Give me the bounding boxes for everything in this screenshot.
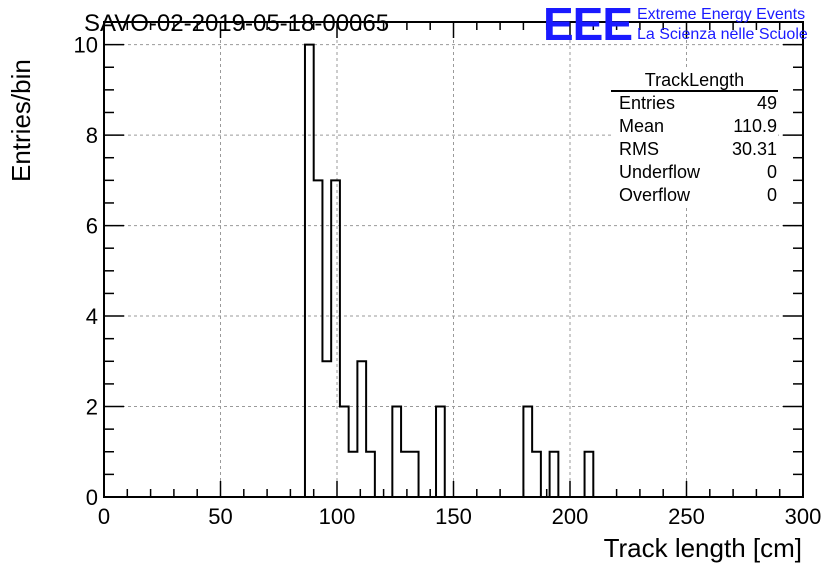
axes xyxy=(103,21,804,498)
x-axis-label: Track length [cm] xyxy=(603,533,802,563)
eee-logo: EEE xyxy=(543,0,633,50)
histogram-bin xyxy=(532,452,541,497)
x-tick-label: 50 xyxy=(208,504,232,529)
chart-title: SAVO-02-2019-05-18-00065 xyxy=(84,10,390,37)
histogram-bin xyxy=(314,180,323,497)
histogram-bin xyxy=(331,180,340,497)
y-tick-label: 2 xyxy=(86,395,98,420)
stat-value: 110.9 xyxy=(733,116,777,136)
stat-key: RMS xyxy=(619,139,659,159)
stat-value: 30.31 xyxy=(731,139,777,159)
stat-value: 0 xyxy=(766,185,777,205)
histogram-bin xyxy=(410,452,419,497)
x-tick-label: 250 xyxy=(668,504,705,529)
histogram-bin xyxy=(523,407,532,497)
y-tick-label: 0 xyxy=(86,485,98,510)
logo-line-1: Extreme Energy Events xyxy=(637,6,806,23)
y-tick-label: 6 xyxy=(86,214,98,239)
logo-line-2: La Scienza nelle Scuole xyxy=(637,26,808,43)
stat-key: Overflow xyxy=(619,185,691,205)
histogram-bin xyxy=(357,361,366,497)
tick-labels: 0 50 100 150 200 250 300 0 2 4 6 8 10 xyxy=(74,33,822,529)
histogram-bin xyxy=(550,452,559,497)
stat-key: Mean xyxy=(619,116,665,136)
histogram-bin xyxy=(401,452,410,497)
histogram-bin xyxy=(305,45,314,497)
histogram-bin xyxy=(585,452,594,497)
x-tick-label: 300 xyxy=(785,504,822,529)
stats-box: TrackLength Entries 49 Mean 110.9 RMS 30… xyxy=(611,70,778,208)
x-tick-label: 150 xyxy=(435,504,472,529)
x-tick-label: 0 xyxy=(98,504,110,529)
histogram-bin xyxy=(366,452,375,497)
histogram-bin xyxy=(392,407,401,497)
stat-value: 49 xyxy=(756,93,777,113)
y-axis-label: Entries/bin xyxy=(6,59,36,182)
stat-value: 0 xyxy=(766,162,777,182)
stats-separator xyxy=(611,90,778,92)
histogram-bin xyxy=(340,407,349,497)
histogram-bin xyxy=(349,452,358,497)
stat-key: Entries xyxy=(619,93,676,113)
y-tick-label: 10 xyxy=(74,33,98,58)
histogram-bin xyxy=(436,407,445,497)
y-tick-label: 8 xyxy=(86,123,98,148)
histogram-bin xyxy=(322,361,331,497)
stat-key: Underflow xyxy=(619,162,701,182)
y-tick-label: 4 xyxy=(86,304,98,329)
x-tick-label: 200 xyxy=(552,504,589,529)
stats-title: TrackLength xyxy=(644,70,745,90)
x-tick-label: 100 xyxy=(319,504,356,529)
